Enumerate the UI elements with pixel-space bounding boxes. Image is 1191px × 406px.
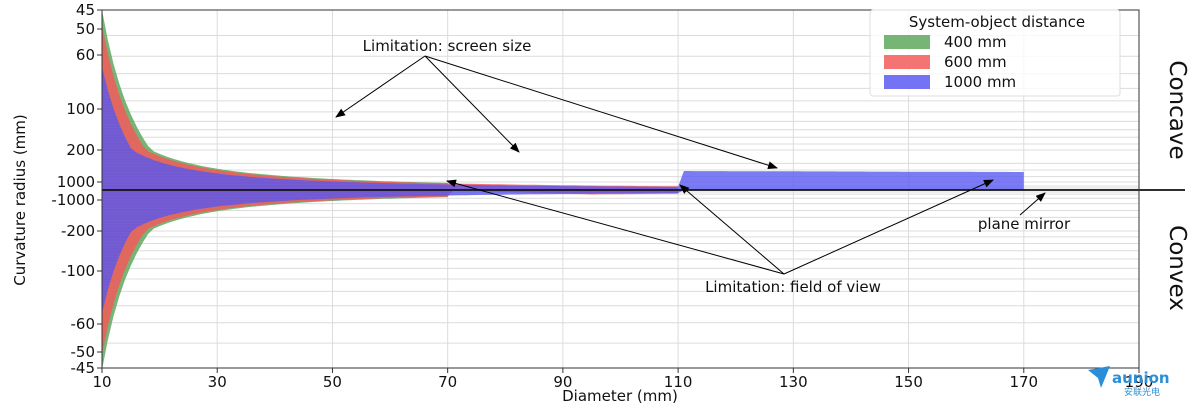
plot-frame [101,9,1140,369]
x-tick-label: 190 [1125,373,1154,391]
screen-size-arrow-400 [335,55,426,118]
legend-label: 400 mm [944,33,1007,51]
legend-title: System-object distance [909,13,1085,31]
legend-label: 600 mm [944,53,1007,71]
y-tick-label: 1000 [57,173,95,191]
annotation-plane-mirror: plane mirror [978,192,1071,233]
x-tick-label: 170 [1009,373,1038,391]
x-tick-label: 30 [208,373,227,391]
fov-arrow-1000 [783,179,994,275]
concave-label: Concave [1164,60,1190,159]
fov-arrow-400 [446,179,785,275]
legend: System-object distance 400 mm 600 mm 1000 … [869,9,1121,97]
x-tick-label: 70 [438,373,457,391]
x-axis-title: Diameter (mm) [562,387,678,405]
y-tick-label: 45 [76,1,95,19]
legend-swatch [884,75,930,89]
field-of-view-label: Limitation: field of view [705,278,881,296]
annotation-screen-size: Limitation: screen size [335,37,778,170]
legend-label: 1000 mm [944,73,1016,91]
y-tick-label: 50 [76,20,95,38]
screen-size-arrow-600 [424,55,520,153]
convex-label: Convex [1164,225,1190,311]
plane-mirror-arrow [1019,192,1046,216]
logo-text: aunion [1112,369,1170,387]
y-axis-title: Curvature radius (mm) [11,114,29,286]
y-tick-label: -50 [71,343,96,361]
y-tick-label: -60 [71,315,96,333]
annotation-field-of-view: Limitation: field of view [446,179,994,296]
logo-subtext: 安联光电 [1124,386,1160,398]
logo: aunion 安联光电 [1088,366,1170,398]
y-tick-label: -200 [61,222,95,240]
y-tick-label: -45 [71,359,96,377]
y-tick-label: -100 [61,262,95,280]
x-tick-layer: 10 30 50 70 90 110 130 150 170 190 [92,368,1153,391]
legend-box [869,9,1121,97]
y-tick-label: 200 [66,141,95,159]
y-tick-label: 60 [76,46,95,64]
x-tick-label: 50 [323,373,342,391]
legend-swatch [884,35,930,49]
x-tick-label: 110 [664,373,693,391]
y-tick-label: -1000 [51,191,95,209]
x-tick-label: 150 [894,373,923,391]
logo-mark-icon [1088,366,1110,388]
x-tick-label: 10 [92,373,111,391]
screen-size-label: Limitation: screen size [363,37,532,55]
x-tick-label: 90 [553,373,572,391]
plane-mirror-label: plane mirror [978,215,1071,233]
y-tick-label: 100 [66,100,95,118]
screen-size-arrow-1000 [424,55,778,170]
x-tick-label: 130 [779,373,808,391]
fov-arrow-600 [679,184,785,275]
legend-swatch [884,55,930,69]
